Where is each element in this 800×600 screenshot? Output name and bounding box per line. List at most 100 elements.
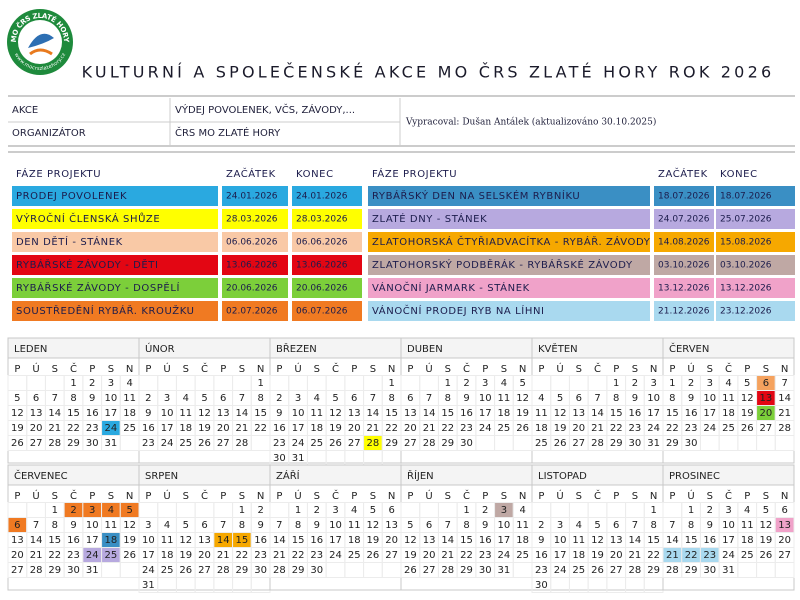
day-number: 15 — [610, 408, 623, 419]
day-number: 16 — [310, 535, 323, 546]
day-number: 23 — [310, 550, 323, 561]
day-number: 11 — [722, 393, 735, 404]
day-number: 5 — [201, 393, 207, 404]
day-cell — [175, 502, 196, 518]
weekday: S — [314, 491, 320, 502]
day-number: 6 — [576, 393, 582, 404]
day-number: 17 — [722, 535, 735, 546]
weekday: Č — [332, 489, 339, 502]
day-number: 7 — [239, 393, 245, 404]
day-cell — [587, 375, 608, 391]
day-number: 20 — [30, 423, 43, 434]
logo: MO ČRS ZLATÉ HORY www.mocrszlatehory.cz — [7, 9, 73, 75]
day-number: 11 — [105, 520, 118, 531]
day-number: 21 — [629, 550, 642, 561]
weekday: P — [351, 491, 357, 502]
month-name: BŘEZEN — [276, 342, 317, 355]
day-number: 10 — [722, 520, 735, 531]
day-number: 26 — [404, 565, 417, 576]
day-number: 6 — [388, 505, 394, 516]
phase-start: 14.08.2026 — [658, 238, 710, 248]
weekday: Ú — [425, 489, 432, 502]
weekday: Ú — [556, 489, 563, 502]
day-number: 14 — [367, 408, 380, 419]
day-cell — [494, 435, 514, 451]
day-number: 12 — [367, 520, 380, 531]
phase-column-header: FÁZE PROJEKTU — [372, 167, 457, 180]
day-number: 16 — [535, 550, 548, 561]
day-number: 30 — [703, 565, 716, 576]
day-number: 18 — [498, 408, 511, 419]
weekday: S — [239, 491, 245, 502]
day-number: 16 — [254, 535, 267, 546]
day-number: 1 — [295, 505, 301, 516]
weekday: N — [257, 491, 264, 502]
day-number: 22 — [441, 423, 454, 434]
day-number: 4 — [126, 378, 132, 389]
weekday: P — [744, 364, 750, 375]
weekday: P — [276, 491, 282, 502]
day-number: 7 — [220, 520, 226, 531]
day-number: 26 — [554, 438, 567, 449]
day-number: 28 — [441, 565, 454, 576]
info-value: VÝDEJ POVOLENEK, VČS, ZÁVODY,... — [175, 103, 355, 116]
weekday: S — [370, 364, 376, 375]
phase-cell — [292, 232, 362, 252]
day-number: 15 — [460, 535, 473, 546]
page-title: KULTURNÍ A SPOLEČENSKÉ AKCE MO ČRS ZLATÉ… — [82, 63, 775, 82]
day-number: 26 — [179, 565, 192, 576]
day-number: 3 — [501, 505, 507, 516]
day-number: 23 — [535, 565, 548, 576]
day-number: 24 — [703, 423, 716, 434]
day-number: 17 — [479, 408, 492, 419]
phase-name: VÝROČNÍ ČLENSKÁ SHŮZE — [16, 212, 160, 225]
phase-end: 13.12.2026 — [720, 284, 772, 294]
day-number: 4 — [538, 393, 544, 404]
day-number: 9 — [482, 520, 488, 531]
day-number: 12 — [741, 393, 754, 404]
day-cell — [737, 562, 758, 578]
day-cell — [737, 435, 758, 451]
weekday: Č — [725, 362, 732, 375]
day-number: 12 — [123, 520, 136, 531]
month-name: ČERVEN — [669, 342, 709, 355]
day-number: 11 — [179, 408, 192, 419]
day-number: 20 — [572, 423, 585, 434]
day-number: 7 — [276, 520, 282, 531]
day-cell — [157, 375, 177, 391]
day-number: 21 — [367, 423, 380, 434]
day-number: 18 — [310, 423, 323, 434]
info-label: ORGANIZÁTOR — [12, 126, 86, 139]
day-number: 17 — [86, 535, 99, 546]
phase-name: RYBÁŘSKÉ ZÁVODY - DOSPĚLÍ — [16, 281, 180, 294]
day-number: 28 — [217, 565, 230, 576]
day-number: 4 — [351, 505, 357, 516]
weekday: S — [52, 364, 58, 375]
day-number: 29 — [385, 438, 398, 449]
day-number: 22 — [666, 423, 679, 434]
day-number: 17 — [703, 408, 716, 419]
day-number: 30 — [535, 580, 548, 591]
day-number: 28 — [591, 438, 604, 449]
day-cell — [568, 375, 589, 391]
day-number: 26 — [329, 438, 342, 449]
day-number: 12 — [554, 408, 567, 419]
day-number: 26 — [760, 550, 773, 561]
day-number: 19 — [329, 423, 342, 434]
weekday: S — [108, 491, 114, 502]
day-cell — [157, 502, 177, 518]
day-number: 19 — [367, 535, 380, 546]
day-number: 18 — [572, 550, 585, 561]
day-cell — [531, 502, 552, 518]
day-number: 26 — [11, 438, 24, 449]
day-number: 13 — [198, 535, 211, 546]
day-number: 27 — [348, 438, 361, 449]
day-number: 3 — [557, 520, 563, 531]
day-number: 10 — [142, 535, 155, 546]
weekday: P — [538, 364, 544, 375]
weekday: P — [744, 491, 750, 502]
day-number: 2 — [463, 378, 469, 389]
day-number: 8 — [669, 393, 675, 404]
weekday: N — [388, 364, 395, 375]
day-number: 8 — [70, 393, 76, 404]
